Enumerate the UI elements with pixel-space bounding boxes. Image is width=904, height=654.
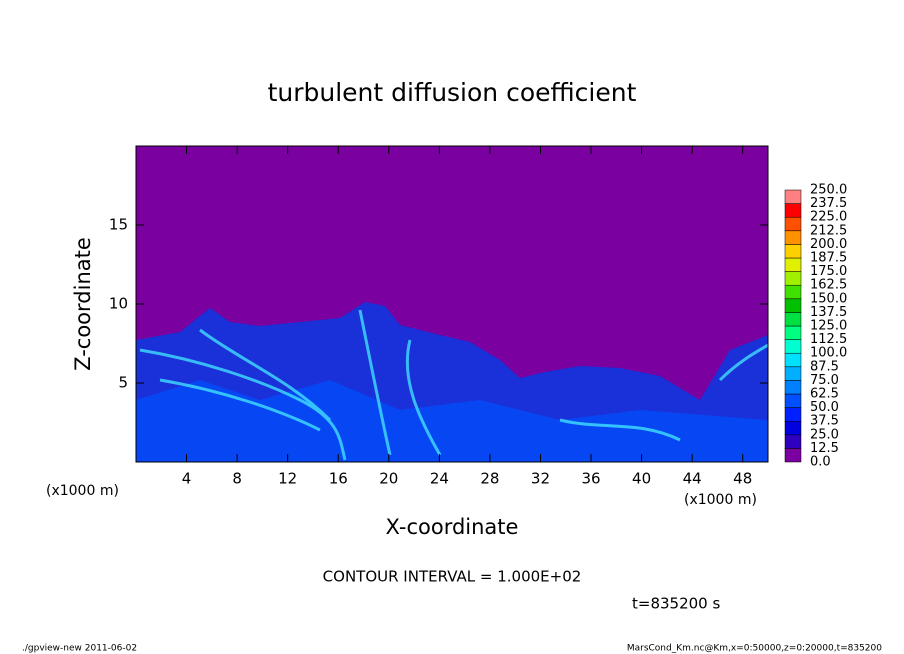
colorbar-box [784,339,802,354]
colorbar-label: 12.5 [810,441,839,456]
colorbar-label: 75.0 [810,373,839,388]
colorbar-box [784,352,802,368]
colorbar-box [784,271,802,286]
x-tick-label: 44 [683,470,702,488]
y-axis-label: Z-coordinate [71,237,95,371]
colorbar-box [784,312,802,327]
colorbar-label: 125.0 [810,319,847,334]
colorbar-label: 187.5 [810,251,847,266]
colorbar-label: 237.5 [810,196,847,211]
colorbar-label: 50.0 [810,400,839,415]
colorbar-label: 200.0 [810,237,847,252]
x-unit-label: (x1000 m) [46,483,119,499]
x-tick-label: 16 [329,470,348,488]
colorbar-label: 100.0 [810,346,847,361]
colorbar-box [784,203,802,218]
colorbar-box [784,448,802,463]
x-tick-label: 36 [581,470,600,488]
y-tick-label: 10 [109,295,128,313]
field [136,146,768,462]
colorbar-label: 37.5 [810,414,839,429]
colorbar-box [784,434,802,449]
colorbar-label: 162.5 [810,278,847,293]
colorbar-label: 212.5 [810,223,847,238]
y-tick-label: 5 [118,374,128,392]
colorbar-box [784,230,802,245]
colorbar-box [784,298,802,313]
x-tick-label: 20 [379,470,398,488]
colorbar-label: 150.0 [810,291,847,306]
colorbar-box [784,420,802,436]
colorbar-label: 112.5 [810,332,847,347]
annotation: t=835200 s [632,595,720,613]
colorbar-box [784,393,802,408]
colorbar-box [784,366,802,381]
colorbar-label: 62.5 [810,387,839,402]
colorbar-box [784,216,802,232]
colorbar-label: 175.0 [810,264,847,279]
x-unit-label: (x1000 m) [684,492,757,508]
colorbar-box [784,407,802,422]
x-axis-label: X-coordinate [386,515,519,539]
x-tick-label: 24 [430,470,449,488]
footer: MarsCond_Km.nc@Km,x=0:50000,z=0:20000,t=… [627,644,882,654]
colorbar-label: 0.0 [810,455,831,470]
x-tick-label: 40 [632,470,651,488]
colorbar-label: 137.5 [810,305,847,320]
colorbar-box [784,380,802,395]
colorbar-label: 87.5 [810,359,839,374]
chart-title: turbulent diffusion coefficient [268,78,637,107]
colorbar-box [784,284,802,300]
annotation: CONTOUR INTERVAL = 1.000E+02 [323,568,582,586]
x-tick-label: 4 [182,470,192,488]
footer: ./gpview-new 2011-06-02 [22,644,137,654]
colorbar-label: 250.0 [810,183,847,198]
x-tick-label: 28 [480,470,499,488]
colorbar-box [784,257,802,272]
colorbar-box [784,244,802,259]
x-tick-label: 12 [278,470,297,488]
colorbar-box [784,189,802,204]
colorbar-box [784,325,802,340]
colorbar-label: 225.0 [810,210,847,225]
x-tick-label: 8 [232,470,242,488]
x-tick-label: 48 [733,470,752,488]
colorbar-label: 25.0 [810,427,839,442]
x-tick-label: 32 [531,470,550,488]
y-tick-label: 15 [109,216,128,234]
